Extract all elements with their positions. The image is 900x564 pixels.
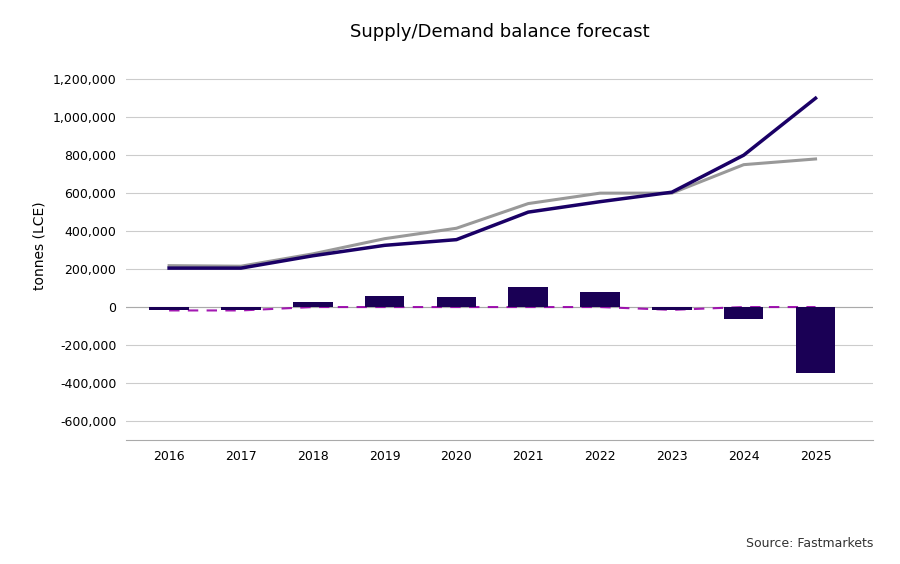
Processed output (adjusted) (810, 156, 821, 162)
Line: Processed output (adjusted): Processed output (adjusted) (169, 159, 815, 266)
Demand (307, 253, 319, 259)
Demand (164, 265, 175, 271)
Processed output (adjusted) (523, 200, 534, 207)
Demand (667, 189, 678, 196)
Demand (451, 236, 462, 243)
Demand (523, 209, 534, 215)
Processed output (adjusted) (164, 262, 175, 269)
Processed output (adjusted) (307, 250, 319, 257)
Demand (738, 152, 749, 158)
Demand (236, 265, 247, 271)
Bar (436, 297, 476, 307)
Bar (508, 287, 548, 307)
Processed output (adjusted) (379, 235, 390, 242)
Bar (796, 307, 835, 373)
Demand (379, 242, 390, 249)
Bar (364, 296, 404, 307)
Bar (580, 292, 620, 307)
Title: Supply/Demand balance forecast: Supply/Demand balance forecast (350, 23, 649, 41)
Bar (149, 307, 189, 310)
Processed output (adjusted) (451, 225, 462, 232)
Processed output (adjusted) (595, 190, 606, 196)
Y-axis label: tonnes (LCE): tonnes (LCE) (32, 201, 47, 290)
Bar (221, 307, 261, 310)
Bar (724, 307, 763, 319)
Demand (810, 95, 821, 102)
Processed output (adjusted) (738, 161, 749, 168)
Text: Source: Fastmarkets: Source: Fastmarkets (745, 537, 873, 550)
Demand (595, 199, 606, 205)
Processed output (adjusted) (667, 190, 678, 196)
Bar (293, 302, 332, 307)
Processed output (adjusted) (236, 263, 247, 270)
Bar (652, 307, 691, 310)
Line: Demand: Demand (169, 98, 815, 268)
